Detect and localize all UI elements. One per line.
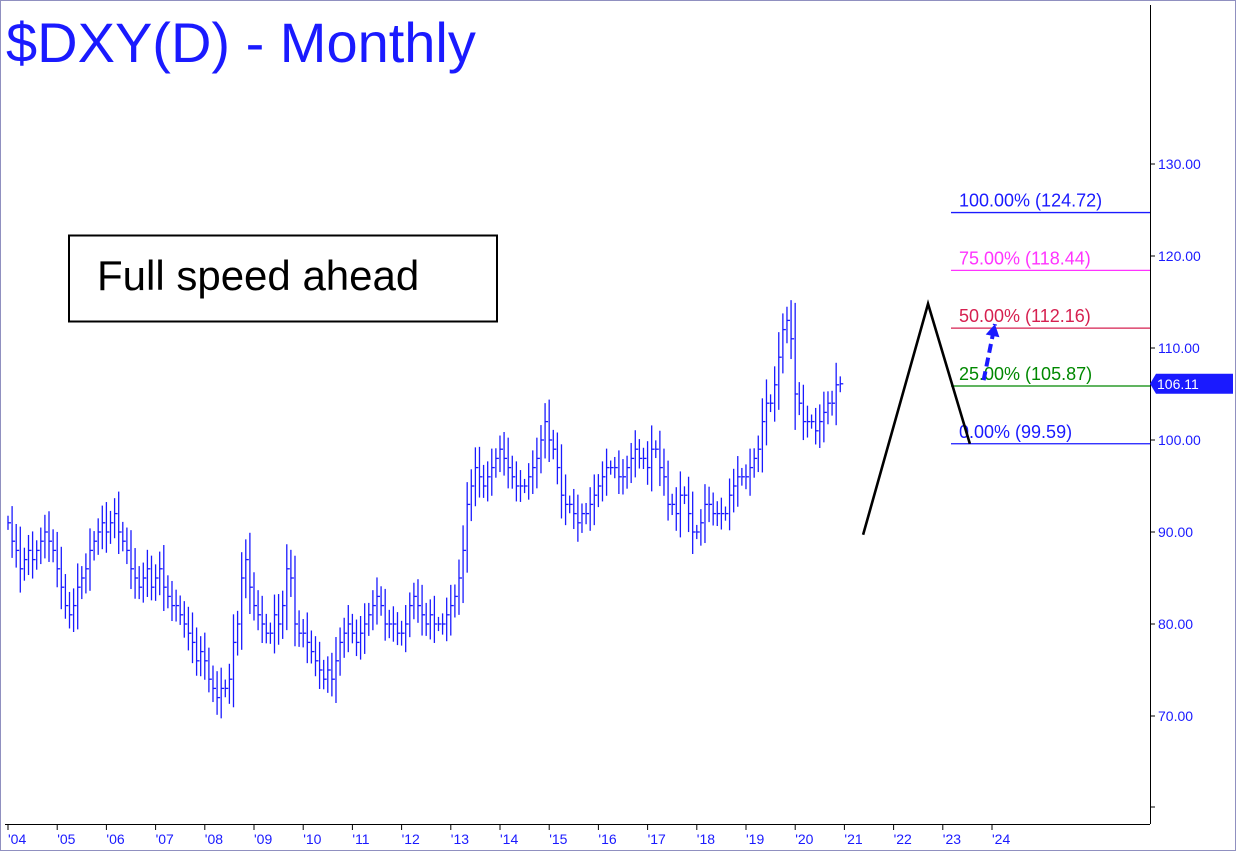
x-tick-label: '04 <box>8 831 26 847</box>
x-tick-label: '09 <box>254 831 272 847</box>
projection-arrow <box>981 323 1000 381</box>
y-tick-label: 120.00 <box>1158 248 1201 264</box>
x-tick-label: '12 <box>402 831 420 847</box>
x-tick-label: '13 <box>451 831 469 847</box>
x-tick-label: '11 <box>352 831 369 847</box>
x-tick-label: '21 <box>844 831 862 847</box>
x-tick-label: '20 <box>795 831 813 847</box>
x-tick-label: '07 <box>156 831 174 847</box>
fib-label: 75.00% (118.44) <box>959 248 1091 268</box>
y-tick-label: 130.00 <box>1158 156 1201 172</box>
x-tick-label: '06 <box>106 831 124 847</box>
x-ticks: '04 '05 '06 '07 '08 '09 '10 '11 '12 '13 '14 '15 '16 '… <box>7 824 1010 847</box>
x-tick-label: '05 <box>57 831 75 847</box>
last-value-text: 106.11 <box>1157 376 1199 392</box>
x-tick-label: '15 <box>549 831 567 847</box>
price-bars <box>7 300 844 719</box>
y-tick-label: 110.00 <box>1158 340 1200 356</box>
x-tick-label: '08 <box>205 831 223 847</box>
fib-label: 50.00% (112.16) <box>959 306 1091 326</box>
y-tick-label: 70.00 <box>1158 708 1193 724</box>
annotation-text: Full speed ahead <box>97 252 419 299</box>
x-tick-label: '24 <box>992 831 1010 847</box>
chart-title: $DXY(D) - Monthly <box>6 11 476 74</box>
y-tick-label: 90.00 <box>1158 524 1193 540</box>
y-tick-label: 80.00 <box>1158 616 1193 632</box>
x-tick-label: '14 <box>500 831 518 847</box>
last-value-badge-bg <box>1150 373 1233 394</box>
pattern-lines <box>861 299 972 536</box>
fib-label: 100.00% (124.72) <box>959 191 1102 211</box>
annotation-box <box>68 234 498 323</box>
x-tick-label: '10 <box>303 831 321 847</box>
y-ticks: 130.00 120.00 110.00 100.00 90.00 80.00 70.00 <box>1150 156 1201 808</box>
x-tick-label: '23 <box>943 831 961 847</box>
x-tick-label: '19 <box>746 831 764 847</box>
x-tick-label: '22 <box>894 831 912 847</box>
pattern-polyline <box>861 299 972 536</box>
arrow-head <box>985 324 1000 338</box>
fib-label: 25.00% (105.87) <box>959 364 1092 384</box>
x-tick-label: '16 <box>598 831 616 847</box>
fib-label: 0.00% (99.59) <box>959 422 1072 442</box>
y-tick-label: 100.00 <box>1158 432 1201 448</box>
x-tick-label: '17 <box>648 831 666 847</box>
fib-levels: 100.00% (124.72) 75.00% (118.44) 50.00% (1… <box>951 191 1150 445</box>
x-tick-label: '18 <box>697 831 715 847</box>
last-value-badge: 106.11 <box>1150 373 1233 394</box>
